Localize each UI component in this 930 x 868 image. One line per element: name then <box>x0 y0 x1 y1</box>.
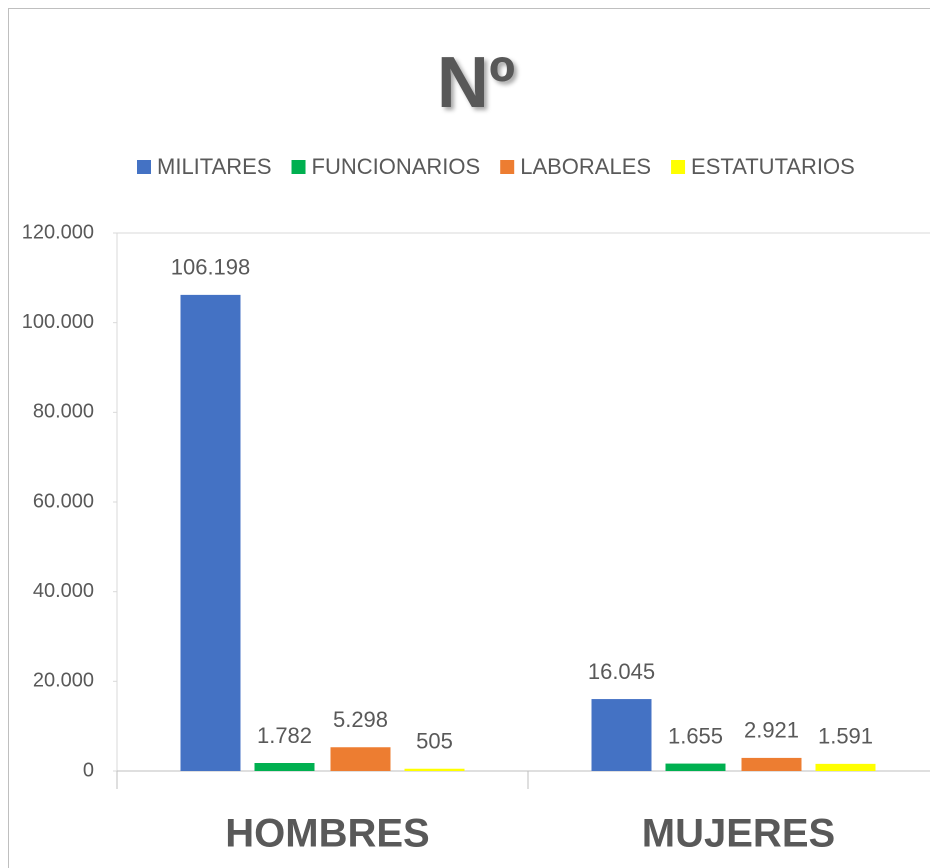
y-tick-label: 120.000 <box>22 221 94 243</box>
bar <box>815 763 876 771</box>
data-label: 1.655 <box>668 723 723 748</box>
legend-label: LABORALES <box>520 154 651 179</box>
legend-label: MILITARES <box>157 154 272 179</box>
legend-label: ESTATUTARIOS <box>691 154 855 179</box>
y-tick-label: 20.000 <box>33 670 94 692</box>
data-label: 2.921 <box>744 718 799 743</box>
y-tick-label: 60.000 <box>33 490 94 512</box>
y-tick-label: 40.000 <box>33 580 94 602</box>
legend-swatch <box>671 160 686 174</box>
data-label: 16.045 <box>588 659 655 684</box>
data-label: 5.298 <box>333 707 388 732</box>
bar <box>665 763 726 771</box>
data-label: 505 <box>416 729 453 754</box>
bar <box>180 294 241 771</box>
legend-swatch <box>500 160 515 174</box>
bar <box>404 768 465 771</box>
data-label: 106.198 <box>171 255 251 280</box>
bar <box>741 757 802 771</box>
legend-swatch <box>137 160 151 174</box>
bar <box>330 747 391 771</box>
chart-title: Nº <box>437 43 515 123</box>
data-label: 1.782 <box>257 723 312 748</box>
data-label: 1.591 <box>818 724 873 749</box>
bar <box>254 763 315 771</box>
legend-label: FUNCIONARIOS <box>312 154 481 179</box>
y-tick-label: 0 <box>83 759 94 781</box>
chart-border <box>8 8 930 868</box>
y-tick-label: 80.000 <box>33 401 94 423</box>
legend-swatch <box>291 160 306 174</box>
bar <box>591 699 652 771</box>
x-tick-label: MUJERES <box>642 812 835 856</box>
y-tick-label: 100.000 <box>22 311 94 333</box>
x-tick-label: HOMBRES <box>225 812 429 856</box>
